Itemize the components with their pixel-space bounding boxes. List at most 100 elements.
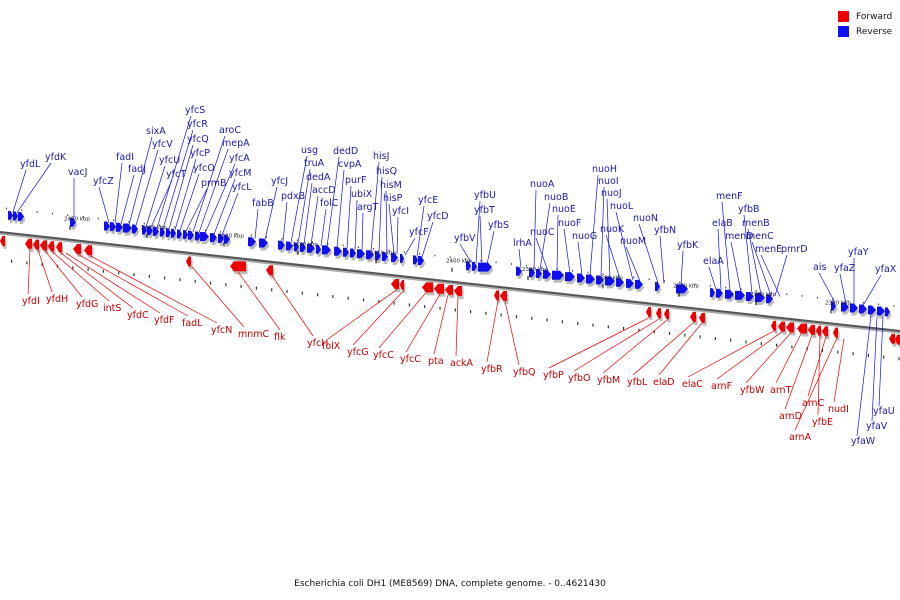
- forward-gene-label[interactable]: nudI: [828, 404, 849, 415]
- reverse-gene-57[interactable]: [626, 278, 634, 288]
- forward-gene-9[interactable]: [230, 261, 246, 272]
- reverse-gene-54[interactable]: [596, 275, 604, 285]
- reverse-gene-label[interactable]: nuoF: [558, 218, 581, 229]
- reverse-gene-label[interactable]: folC: [320, 198, 339, 209]
- reverse-gene-38[interactable]: [382, 252, 388, 262]
- reverse-gene-62[interactable]: [716, 288, 723, 298]
- reverse-gene-label[interactable]: nuoH: [592, 164, 617, 175]
- reverse-gene-label[interactable]: pdxB: [281, 191, 305, 202]
- forward-gene-32[interactable]: [889, 333, 895, 344]
- reverse-gene-label[interactable]: yfaW: [851, 436, 876, 447]
- reverse-gene-label[interactable]: yfcR: [187, 119, 208, 130]
- reverse-gene-25[interactable]: [278, 240, 285, 250]
- reverse-gene-label[interactable]: yfaV: [866, 421, 888, 432]
- reverse-gene-label[interactable]: yfcF: [409, 227, 429, 238]
- forward-gene-label[interactable]: arnF: [711, 381, 732, 392]
- forward-gene-label[interactable]: yfdF: [154, 315, 174, 326]
- reverse-gene-36[interactable]: [366, 250, 374, 260]
- reverse-gene-label[interactable]: yfcA: [229, 153, 250, 164]
- reverse-gene-label[interactable]: elaA: [703, 256, 724, 267]
- reverse-gene-51[interactable]: [565, 272, 575, 282]
- forward-gene-label[interactable]: yfbP: [543, 370, 564, 381]
- reverse-gene-label[interactable]: nuoG: [572, 231, 597, 242]
- forward-gene-label[interactable]: arnA: [789, 432, 812, 443]
- forward-gene-5[interactable]: [56, 242, 62, 253]
- reverse-gene-label[interactable]: menC: [746, 231, 774, 242]
- reverse-gene-label[interactable]: sixA: [146, 126, 166, 137]
- forward-gene-label[interactable]: ackA: [450, 358, 474, 369]
- forward-gene-2[interactable]: [33, 239, 39, 250]
- forward-gene-4[interactable]: [48, 241, 54, 252]
- reverse-gene-53[interactable]: [586, 274, 595, 284]
- reverse-gene-label[interactable]: yfdK: [45, 152, 67, 163]
- reverse-gene-label[interactable]: yfbU: [474, 190, 496, 201]
- forward-gene-label[interactable]: yfbO: [568, 373, 590, 384]
- reverse-gene-label[interactable]: yfcS: [185, 105, 205, 116]
- reverse-gene-5[interactable]: [110, 222, 116, 232]
- reverse-gene-label[interactable]: purF: [345, 175, 366, 186]
- forward-gene-label[interactable]: yfdH: [46, 294, 68, 305]
- forward-gene-label[interactable]: folX: [322, 341, 341, 352]
- forward-gene-label[interactable]: yfbW: [740, 385, 765, 396]
- reverse-gene-74[interactable]: [885, 307, 890, 317]
- reverse-gene-12[interactable]: [160, 227, 165, 237]
- reverse-gene-34[interactable]: [350, 248, 356, 258]
- reverse-gene-label[interactable]: nuoJ: [601, 188, 622, 199]
- forward-gene-label[interactable]: arnT: [770, 385, 792, 396]
- forward-gene-14[interactable]: [434, 283, 444, 294]
- reverse-gene-label[interactable]: yfcT: [166, 169, 186, 180]
- forward-gene-31[interactable]: [833, 327, 838, 338]
- reverse-gene-63[interactable]: [725, 289, 734, 299]
- forward-gene-18[interactable]: [500, 291, 507, 301]
- forward-gene-19[interactable]: [646, 307, 651, 318]
- reverse-gene-label[interactable]: yfcU: [159, 155, 180, 166]
- forward-gene-label[interactable]: yfbR: [481, 364, 503, 375]
- reverse-gene-9[interactable]: [142, 225, 147, 235]
- reverse-gene-59[interactable]: [655, 282, 660, 292]
- reverse-gene-label[interactable]: nuoB: [544, 192, 568, 203]
- reverse-gene-label[interactable]: yfcM: [229, 168, 251, 179]
- reverse-gene-label[interactable]: nuoE: [552, 204, 576, 215]
- reverse-gene-30[interactable]: [316, 244, 321, 254]
- reverse-gene-label[interactable]: yfbN: [654, 225, 676, 236]
- forward-gene-25[interactable]: [778, 321, 785, 332]
- forward-gene-label[interactable]: yfdC: [127, 310, 149, 321]
- reverse-gene-52[interactable]: [577, 273, 585, 283]
- forward-gene-29[interactable]: [816, 325, 821, 336]
- reverse-gene-label[interactable]: yfbT: [474, 205, 495, 216]
- reverse-gene-label[interactable]: vacJ: [68, 167, 87, 178]
- reverse-gene-label[interactable]: yfcE: [418, 195, 438, 206]
- forward-gene-17[interactable]: [494, 290, 499, 301]
- forward-gene-label[interactable]: yfdI: [22, 296, 40, 307]
- forward-gene-label[interactable]: yfcC: [373, 350, 394, 361]
- reverse-gene-label[interactable]: yfcJ: [271, 176, 288, 187]
- reverse-gene-22[interactable]: [224, 234, 230, 244]
- reverse-gene-48[interactable]: [536, 268, 542, 278]
- reverse-gene-label[interactable]: yfcO: [193, 163, 215, 174]
- reverse-gene-label[interactable]: yfaY: [848, 247, 869, 258]
- reverse-gene-label[interactable]: nuoL: [610, 201, 634, 212]
- reverse-gene-label[interactable]: nuoN: [633, 213, 658, 224]
- reverse-gene-1[interactable]: [13, 211, 18, 221]
- forward-gene-label[interactable]: yfbE: [812, 417, 833, 428]
- reverse-gene-3[interactable]: [70, 217, 76, 227]
- reverse-gene-label[interactable]: menD: [725, 231, 753, 242]
- reverse-gene-label[interactable]: nuoC: [530, 227, 555, 238]
- reverse-gene-label[interactable]: yfbS: [488, 220, 509, 231]
- forward-gene-label[interactable]: flk: [274, 332, 286, 343]
- reverse-gene-43[interactable]: [466, 261, 471, 271]
- forward-gene-16[interactable]: [454, 285, 462, 296]
- reverse-gene-32[interactable]: [334, 246, 342, 256]
- reverse-gene-2[interactable]: [18, 211, 24, 221]
- forward-gene-3[interactable]: [40, 240, 47, 251]
- forward-gene-label[interactable]: elaD: [653, 377, 675, 388]
- reverse-gene-label[interactable]: nuoA: [530, 179, 555, 190]
- forward-gene-label[interactable]: yfbL: [627, 377, 648, 388]
- reverse-gene-13[interactable]: [166, 228, 171, 238]
- forward-gene-23[interactable]: [699, 312, 705, 323]
- reverse-gene-40[interactable]: [400, 254, 404, 263]
- forward-gene-label[interactable]: fadL: [182, 318, 203, 329]
- reverse-gene-71[interactable]: [859, 304, 867, 314]
- reverse-gene-label[interactable]: argT: [357, 202, 379, 213]
- forward-gene-26[interactable]: [786, 322, 794, 333]
